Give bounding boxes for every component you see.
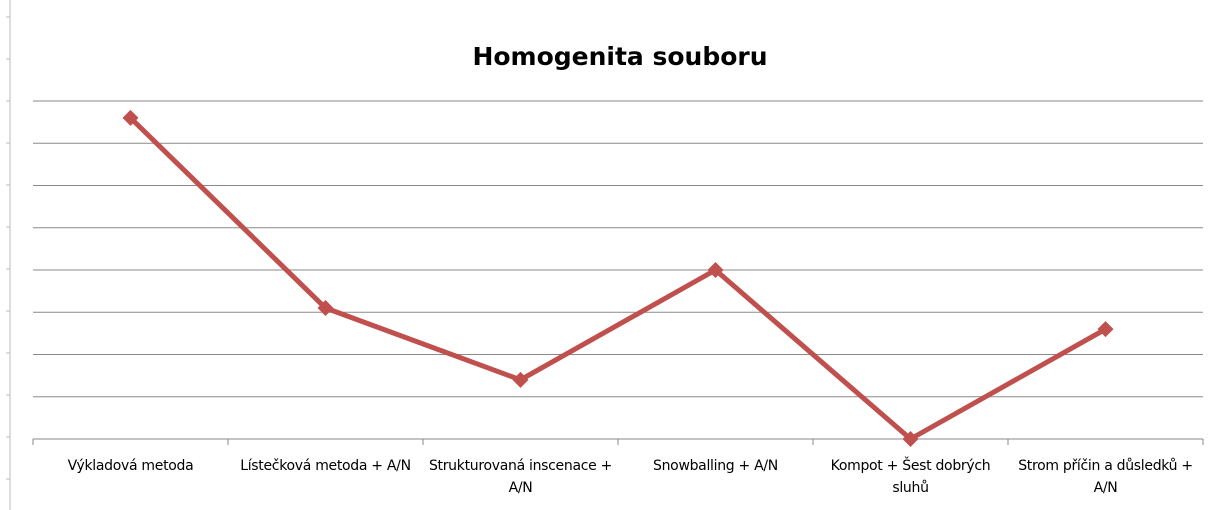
x-tick-label: Výkladová metoda bbox=[67, 458, 194, 474]
data-marker bbox=[317, 300, 334, 317]
data-line bbox=[128, 116, 1107, 442]
x-tick-label: Lístečková metoda + A/N bbox=[240, 458, 411, 474]
data-marker bbox=[1097, 321, 1114, 338]
data-marker bbox=[512, 371, 529, 388]
x-tick-label: Kompot + Šest dobrých sluhů bbox=[830, 458, 991, 496]
x-tick-label: Strom příčin a důsledků + A/N bbox=[1018, 458, 1193, 496]
chart-title: Homogenita souboru bbox=[472, 42, 767, 71]
data-marker bbox=[707, 262, 724, 278]
x-tick-label: Snowballing + A/N bbox=[653, 458, 778, 474]
data-marker bbox=[122, 109, 139, 126]
data-marker bbox=[902, 431, 919, 447]
x-tick-label: Strukturovaná inscenace + A/N bbox=[428, 458, 613, 496]
